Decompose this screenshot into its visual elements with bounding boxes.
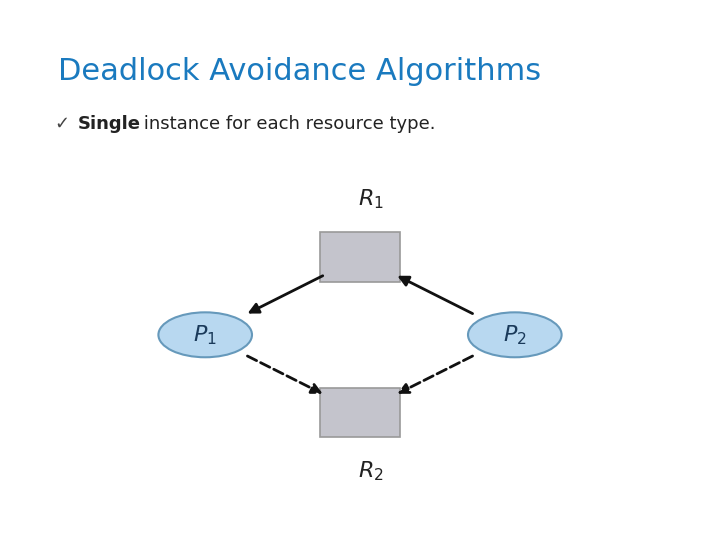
Text: $R_2$: $R_2$ (358, 459, 384, 483)
Text: Deadlock Avoidance Algorithms: Deadlock Avoidance Algorithms (58, 57, 541, 86)
Text: Single: Single (78, 115, 141, 133)
Bar (320, 388, 400, 437)
Bar (320, 232, 400, 282)
Text: ✓: ✓ (54, 115, 69, 133)
Text: 24 / 51: 24 / 51 (9, 89, 44, 99)
Ellipse shape (158, 312, 252, 357)
Text: $P_1$: $P_1$ (193, 323, 217, 347)
Ellipse shape (468, 312, 562, 357)
Text: instance for each resource type.: instance for each resource type. (138, 115, 436, 133)
Text: $R_1$: $R_1$ (358, 187, 384, 211)
Text: $P_2$: $P_2$ (503, 323, 526, 347)
